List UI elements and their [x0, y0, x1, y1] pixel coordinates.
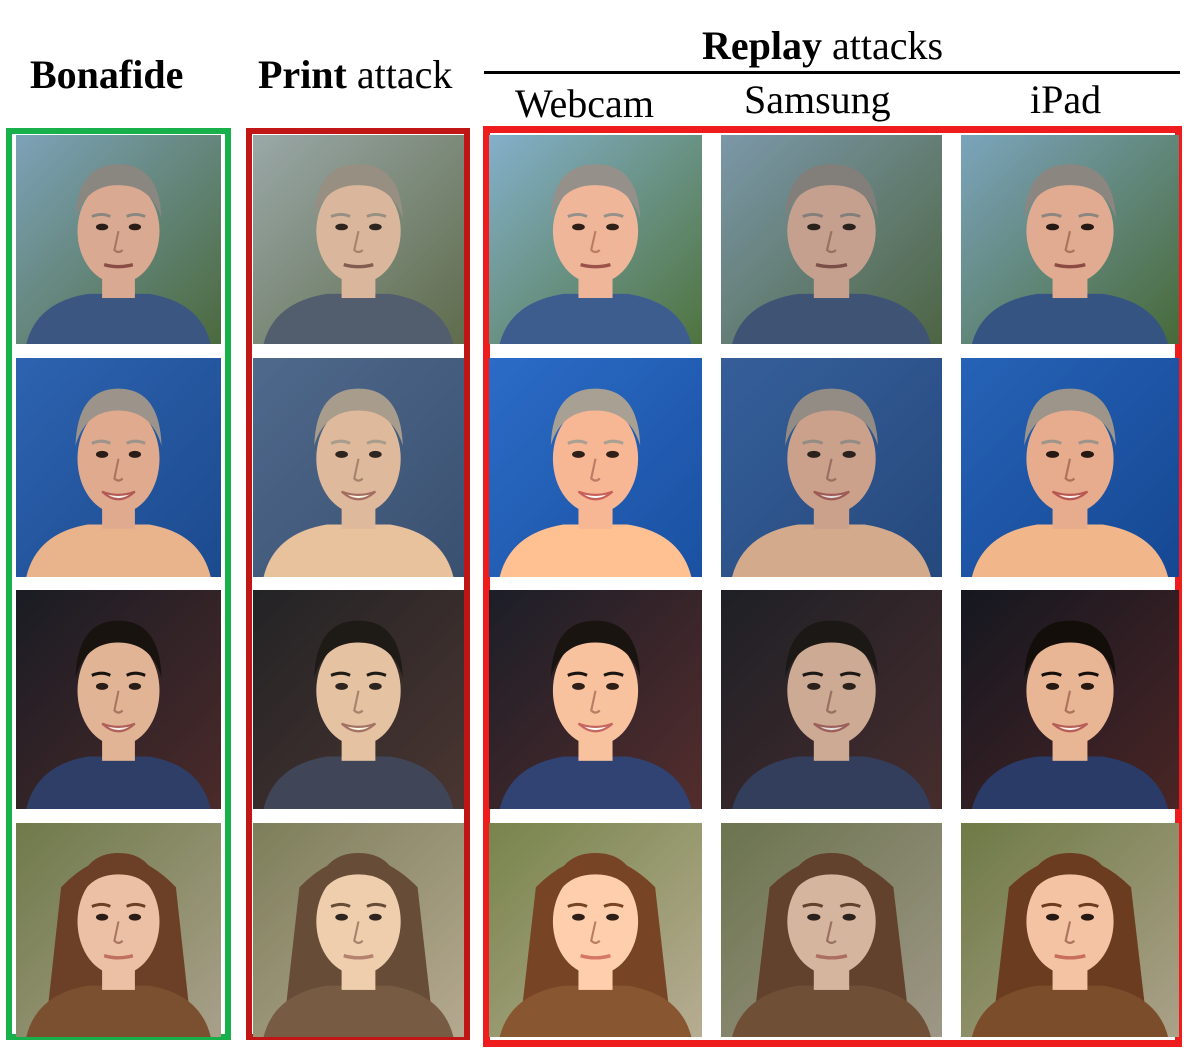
column-header-webcam: Webcam [515, 81, 654, 126]
face-photo-webcam-row-4 [489, 823, 702, 1037]
face-photo-ipad-row-2 [961, 358, 1179, 577]
face-photo-print-row-2 [253, 358, 464, 577]
replay-header-rule [484, 71, 1180, 74]
face-photo-print-row-4 [253, 823, 464, 1037]
face-photo-ipad-row-4 [961, 823, 1179, 1037]
face-photo-samsung-row-2 [721, 358, 942, 577]
column-header-ipad: iPad [1030, 77, 1102, 122]
face-photo-bonafide-row-1 [16, 135, 221, 344]
face-photo-samsung-row-4 [721, 823, 942, 1037]
column-header-bonafide: Bonafide [30, 52, 184, 97]
face-photo-print-row-3 [253, 590, 464, 809]
face-photo-samsung-row-3 [721, 590, 942, 809]
bonafide-frame [6, 128, 231, 1040]
print-attack-frame [246, 128, 470, 1040]
face-photo-bonafide-row-3 [16, 590, 221, 809]
face-photo-webcam-row-2 [489, 358, 702, 577]
face-photo-print-row-1 [253, 135, 464, 344]
replay-attacks-frame [483, 126, 1182, 1047]
face-photo-samsung-row-1 [721, 135, 942, 344]
face-photo-ipad-row-1 [961, 135, 1179, 344]
column-header-samsung: Samsung [744, 77, 891, 122]
face-photo-ipad-row-3 [961, 590, 1179, 809]
column-header-print-attack: Print attack [258, 52, 453, 97]
face-photo-bonafide-row-4 [16, 823, 221, 1037]
face-photo-bonafide-row-2 [16, 358, 221, 577]
face-photo-webcam-row-3 [489, 590, 702, 809]
group-header-replay-attacks: Replay attacks [702, 23, 944, 68]
face-photo-webcam-row-1 [489, 135, 702, 344]
